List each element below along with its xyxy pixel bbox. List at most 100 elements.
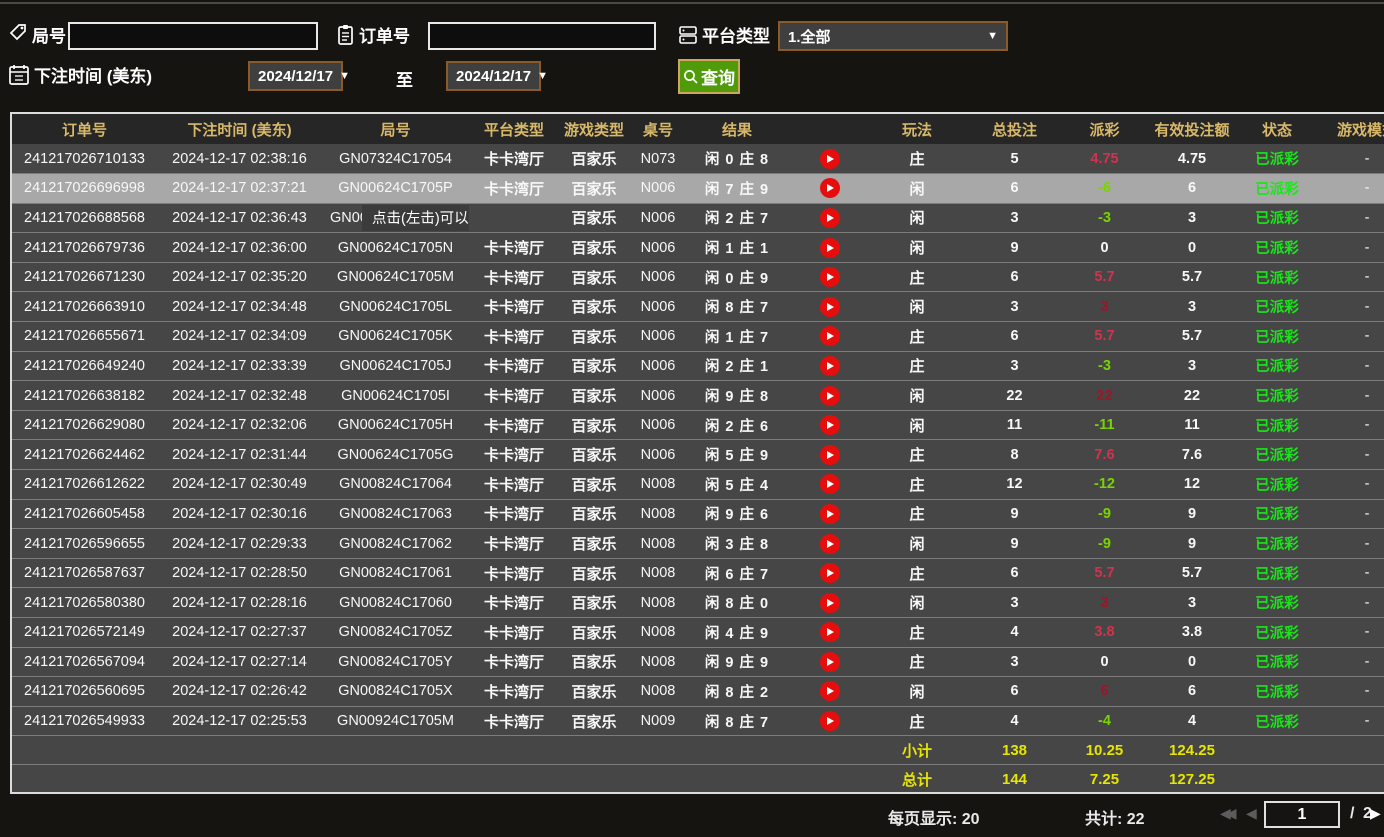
replay-icon[interactable] [819, 296, 840, 317]
cell-valid-bet: 0 [1187, 239, 1197, 256]
replay-icon[interactable] [819, 681, 840, 702]
table-row[interactable]: 241217026696998 2024-12-17 02:37:21 GN0062… [12, 173, 1384, 204]
table-row[interactable]: 241217026549933 2024-12-17 02:25:53 GN0092… [12, 706, 1384, 736]
cell-bet-time: 2024-12-17 02:28:50 [172, 565, 307, 582]
date-from-picker[interactable]: 2024/12/17 ▼ [248, 61, 350, 91]
replay-icon[interactable] [819, 563, 840, 584]
table-row[interactable]: 241217026629080 2024-12-17 02:32:06 GN0062… [12, 410, 1384, 440]
cell-table-no: N008 [640, 535, 676, 552]
cell-game-type: 百家乐 [571, 654, 617, 672]
cell-result: 闲 2 庄 7 [704, 211, 770, 228]
replay-icon[interactable] [819, 474, 840, 495]
table-row[interactable]: 241217026671230 2024-12-17 02:35:20 GN0062… [12, 262, 1384, 292]
bet-time-filter-label: 下注时间 (美东) [34, 67, 153, 86]
cell-play-type: 庄 [909, 269, 925, 287]
cell-play-type: 庄 [909, 654, 925, 672]
cell-order-id: 241217026567094 [24, 653, 145, 670]
cell-play-type: 闲 [909, 299, 925, 317]
cell-round-id: GN07324C17054 [339, 150, 452, 167]
table-row[interactable]: 241217026624462 2024-12-17 02:31:44 GN0062… [12, 439, 1384, 470]
table-row[interactable]: 241217026663910 2024-12-17 02:34:48 GN0062… [12, 291, 1384, 322]
replay-icon[interactable] [819, 385, 840, 406]
cell-total-bet: 3 [1010, 357, 1019, 374]
cell-result: 闲 9 庄 8 [704, 389, 770, 406]
replay-icon[interactable] [819, 178, 840, 199]
platform-select[interactable]: 1.全部 ▼ [778, 21, 1008, 51]
cell-total-bet: 3 [1010, 594, 1019, 611]
first-page-icon[interactable]: ◀◀ [1220, 805, 1236, 821]
cell-valid-bet: 0 [1187, 653, 1197, 670]
cell-play-type: 庄 [909, 151, 925, 169]
cell-result: 闲 0 庄 9 [704, 270, 770, 287]
column-header: 总投注 [991, 121, 1037, 139]
replay-icon[interactable] [819, 711, 840, 732]
cell-payout: 0 [1100, 653, 1109, 670]
cell-round-id: GN00624C1705J [339, 357, 452, 374]
table-row[interactable]: 241217026655671 2024-12-17 02:34:09 GN0062… [12, 321, 1384, 352]
cell-total-bet: 6 [1010, 328, 1019, 345]
replay-icon[interactable] [819, 533, 840, 554]
cell-round-id: GN00624C1705G [337, 446, 454, 463]
cell-order-id: 241217026596655 [24, 535, 145, 552]
table-row[interactable]: 241217026587637 2024-12-17 02:28:50 GN0082… [12, 558, 1384, 588]
empty-cell [12, 736, 157, 765]
cell-platform: 卡卡湾厅 [483, 506, 544, 524]
row-total-bet: 144 [1001, 771, 1028, 789]
table-row[interactable]: 241217026638182 2024-12-17 02:32:48 GN0062… [12, 380, 1384, 411]
table-row[interactable]: 241217026580380 2024-12-17 02:28:16 GN0082… [12, 587, 1384, 618]
round-input[interactable] [68, 22, 318, 50]
cell-valid-bet: 22 [1183, 387, 1201, 404]
table-row[interactable]: 241217026572149 2024-12-17 02:27:37 GN0082… [12, 617, 1384, 648]
cell-total-bet: 3 [1010, 209, 1019, 226]
replay-icon[interactable] [819, 207, 840, 228]
table-row[interactable]: 241217026688568 2024-12-17 02:36:43 GN00 点击… [12, 203, 1384, 233]
replay-icon[interactable] [819, 237, 840, 258]
next-page-icon[interactable]: ▶ [1370, 805, 1381, 821]
replay-icon[interactable] [819, 267, 840, 288]
table-row[interactable]: 241217026560695 2024-12-17 02:26:42 GN0082… [12, 676, 1384, 707]
column-header: 玩法 [901, 121, 932, 139]
cell-bet-time: 2024-12-17 02:38:16 [172, 150, 307, 167]
replay-icon[interactable] [819, 415, 840, 436]
replay-icon[interactable] [819, 622, 840, 643]
cell-play [787, 618, 872, 648]
table-row[interactable]: 241217026605458 2024-12-17 02:30:16 GN0082… [12, 499, 1384, 529]
cell-game-type: 百家乐 [571, 388, 617, 406]
table-row[interactable]: 241217026612622 2024-12-17 02:30:49 GN0082… [12, 469, 1384, 500]
cell-game-type: 百家乐 [571, 180, 617, 198]
replay-icon[interactable] [819, 592, 840, 613]
table-row[interactable]: 241217026649240 2024-12-17 02:33:39 GN0062… [12, 351, 1384, 381]
replay-icon[interactable] [819, 503, 840, 524]
replay-icon[interactable] [819, 148, 840, 169]
cell-play-type: 庄 [909, 565, 925, 583]
search-button[interactable]: 查询 [678, 59, 740, 94]
cell-play [787, 410, 872, 440]
cell-play-type: 闲 [909, 210, 925, 228]
search-button-label: 查询 [701, 69, 735, 88]
table-row[interactable]: 241217026710133 2024-12-17 02:38:16 GN0732… [12, 144, 1384, 174]
cell-payout: 3 [1100, 594, 1109, 611]
current-page-input[interactable] [1264, 801, 1340, 828]
page-separator: / [1350, 805, 1355, 822]
table-row[interactable]: 241217026596655 2024-12-17 02:29:33 GN0082… [12, 528, 1384, 559]
table-row[interactable]: 241217026567094 2024-12-17 02:27:14 GN0082… [12, 647, 1384, 677]
cell-status: 已派彩 [1255, 625, 1299, 642]
prev-page-icon[interactable]: ◀ [1246, 805, 1257, 821]
empty-cell [322, 765, 469, 792]
cell-valid-bet: 12 [1183, 476, 1201, 493]
replay-icon[interactable] [819, 444, 840, 465]
cell-play-type: 庄 [909, 506, 925, 524]
table-row[interactable]: 241217026679736 2024-12-17 02:36:00 GN0062… [12, 232, 1384, 263]
bet-time-filter: 下注时间 (美东) [8, 62, 152, 87]
date-to-picker[interactable]: 2024/12/17 ▼ [446, 61, 548, 91]
cell-play-type: 庄 [909, 476, 925, 494]
replay-icon[interactable] [819, 326, 840, 347]
cell-round-id: GN00624C1705M [337, 269, 454, 286]
window-top-border [0, 2, 1384, 4]
row-total-payout: 7.25 [1089, 771, 1120, 789]
order-input[interactable] [428, 22, 656, 50]
replay-icon[interactable] [819, 355, 840, 376]
cell-play-type: 庄 [909, 713, 925, 731]
cell-total-bet: 6 [1010, 683, 1019, 700]
replay-icon[interactable] [819, 651, 840, 672]
